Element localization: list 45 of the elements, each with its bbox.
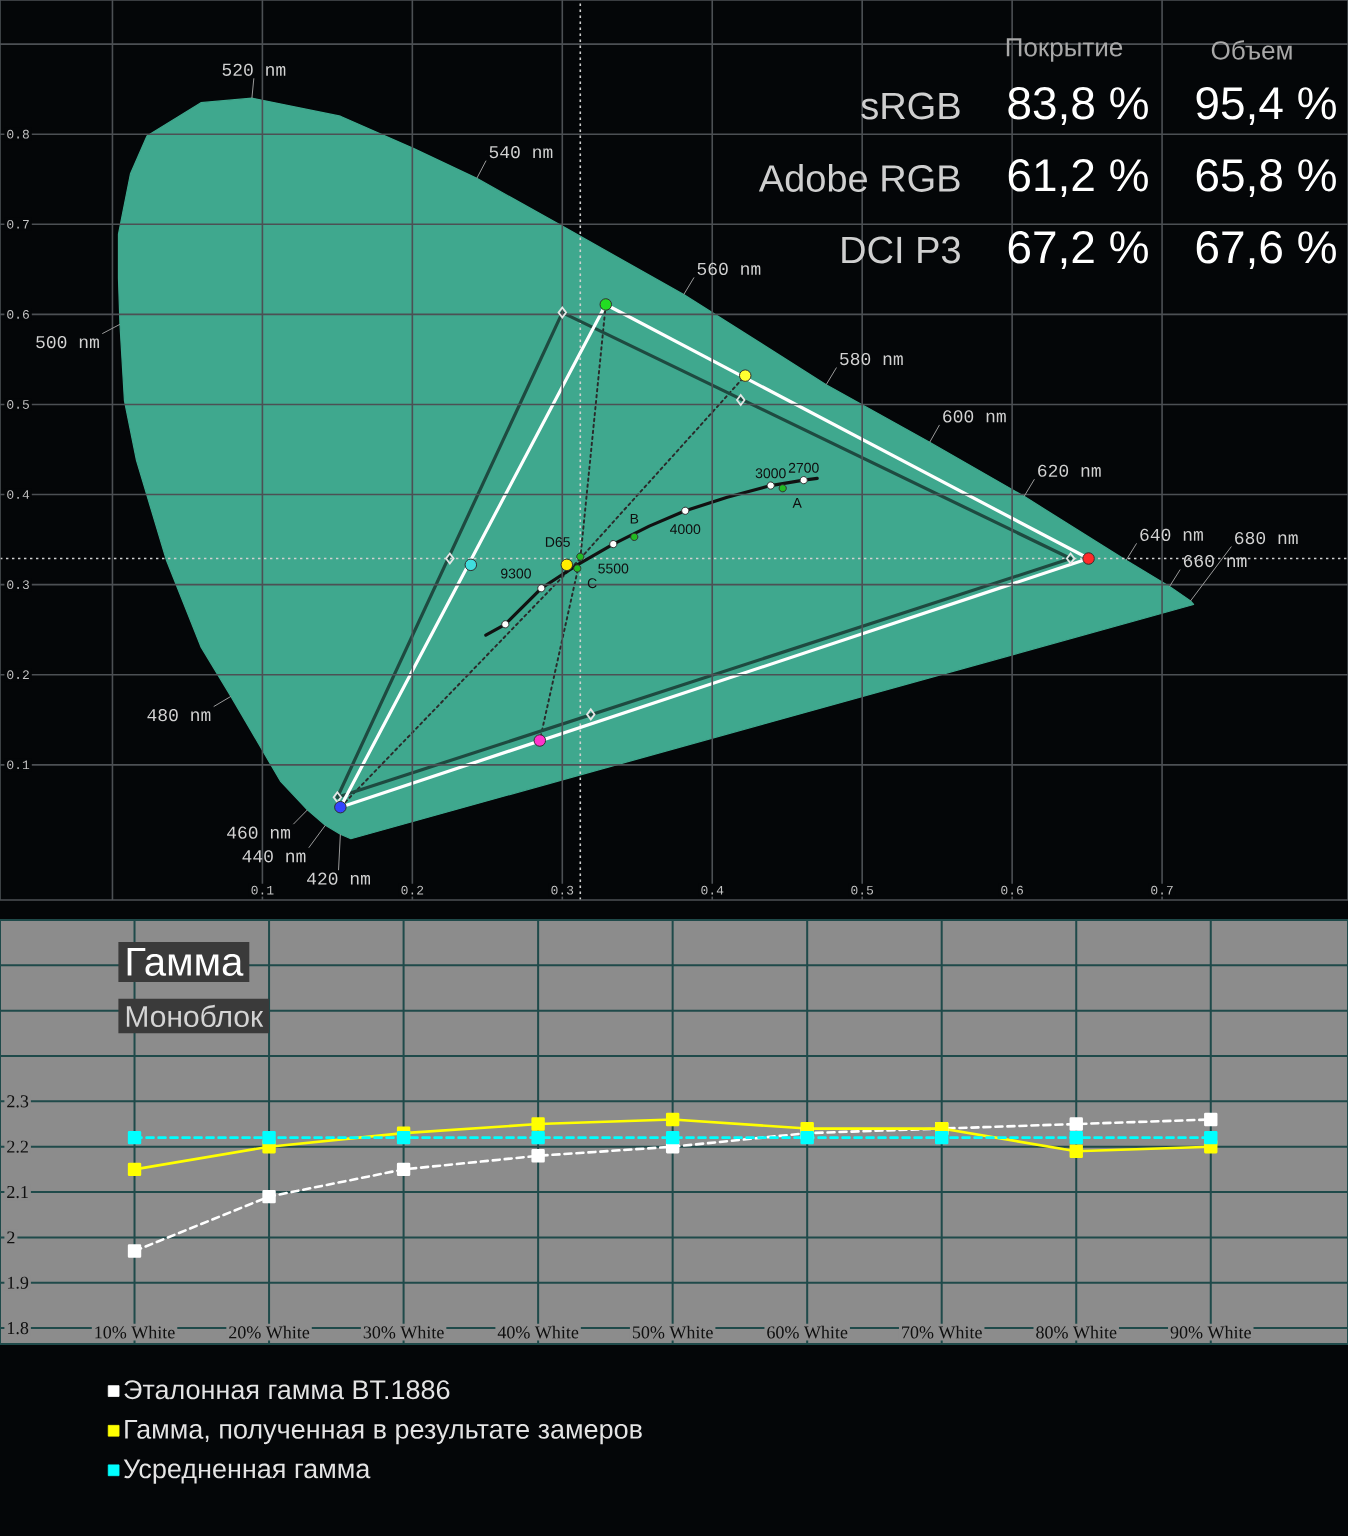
- text: 67,6 %: [1196, 230, 1336, 269]
- y-tick-label: 2.2: [7, 1140, 28, 1153]
- x-tick-label: 50% White: [632, 1325, 713, 1339]
- annotation: 660 nm: [1183, 554, 1247, 568]
- legend-label: Гамма, полученная в результате замеров: [125, 1419, 642, 1445]
- text: 95,4 %: [1196, 86, 1336, 125]
- annotation: 560 nm: [697, 262, 761, 276]
- category-label: Покрытие: [1006, 38, 1123, 62]
- annotation: 640 nm: [1140, 528, 1203, 541]
- annotation: 500 nm: [36, 336, 99, 349]
- x-tick-label: 80% White: [1036, 1325, 1117, 1339]
- x-tick-label: 90% White: [1170, 1325, 1251, 1339]
- x-tick-label: 60% White: [767, 1325, 848, 1339]
- x-tick-label: 40% White: [497, 1325, 579, 1339]
- annotation: 520 nm: [222, 63, 286, 76]
- annotation: 480 nm: [147, 708, 211, 722]
- y-tick-label: 1.8: [7, 1322, 29, 1335]
- y-tick-label: 2.3: [7, 1095, 29, 1108]
- category-label: Adobe RGB: [758, 164, 960, 192]
- y-tick-label: 2.1: [7, 1185, 28, 1199]
- text: Гамма: [127, 948, 244, 976]
- text: 61,2 %: [1008, 158, 1148, 197]
- y-tick-label: 1.9: [7, 1276, 29, 1289]
- annotation: 580 nm: [840, 352, 903, 366]
- annotation: 440 nm: [242, 850, 306, 863]
- x-tick-label: 10% White: [95, 1325, 175, 1339]
- text: 65,8 %: [1196, 158, 1336, 197]
- category-label: sRGB: [861, 92, 960, 120]
- annotation: 420 nm: [307, 872, 370, 885]
- text: 83,8 %: [1008, 86, 1148, 125]
- text: Моноблок: [126, 1004, 264, 1028]
- annotation: 600 nm: [943, 410, 1006, 423]
- annotation: 540 nm: [489, 146, 553, 159]
- text: 67,2 %: [1008, 230, 1148, 269]
- annotation: 680 nm: [1235, 531, 1298, 545]
- category-label: Объем: [1211, 40, 1292, 60]
- annotation: 620 nm: [1038, 464, 1101, 477]
- x-tick-label: 20% White: [229, 1325, 310, 1339]
- x-tick-label: 30% White: [363, 1325, 444, 1339]
- category-label: DCI P3: [842, 236, 960, 264]
- x-tick-label: 70% White: [902, 1325, 982, 1339]
- legend-label: Усредненная гамма: [123, 1459, 371, 1484]
- legend-label: Эталонная гамма BT.1886: [124, 1380, 450, 1400]
- y-tick-label: 2: [7, 1231, 15, 1244]
- annotation: 460 nm: [227, 826, 291, 839]
